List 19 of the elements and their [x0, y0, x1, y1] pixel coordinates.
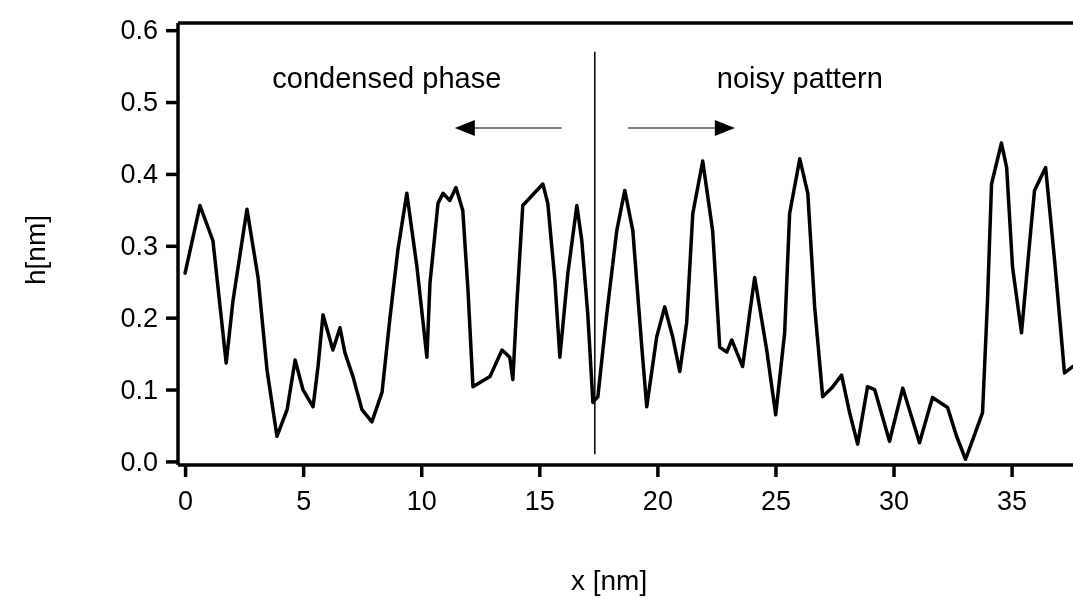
x-tick-label: 5 [296, 486, 312, 517]
y-tick-label: 0.1 [120, 374, 158, 405]
y-tick-label: 0.5 [120, 87, 158, 118]
x-tick-label: 35 [997, 486, 1028, 517]
x-tick-label: 25 [760, 486, 791, 517]
x-tick-label: 30 [879, 486, 910, 517]
y-tick-label: 0.6 [120, 15, 158, 46]
y-tick-label: 0.0 [120, 446, 158, 477]
annotation: noisy pattern [716, 62, 883, 94]
x-tick-label: 15 [524, 486, 555, 517]
y-tick-label: 0.3 [120, 230, 158, 261]
y-tick-label: 0.2 [120, 302, 158, 333]
y-axis-title: h[nm] [20, 214, 51, 286]
x-tick-label: 0 [178, 486, 194, 517]
x-axis-title: x [nm] [570, 565, 648, 596]
x-tick-label: 20 [642, 486, 673, 517]
x-tick-label: 10 [406, 486, 437, 517]
annotation: condensed phase [272, 62, 502, 94]
y-tick-label: 0.4 [120, 159, 158, 190]
